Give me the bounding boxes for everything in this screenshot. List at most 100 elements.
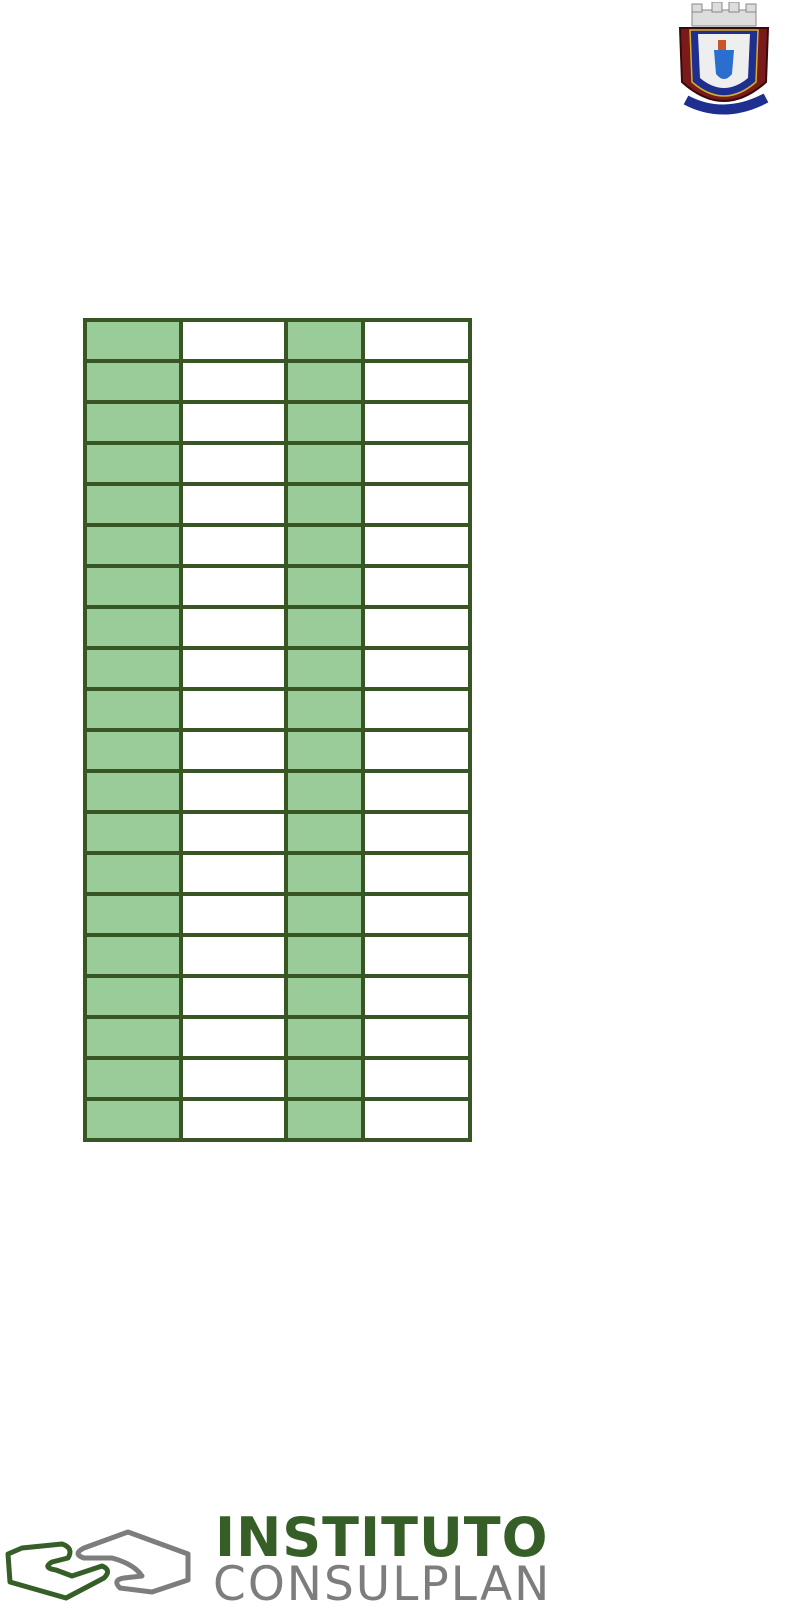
- question-number-cell: [83, 318, 183, 363]
- question-number-cell: [284, 1056, 365, 1101]
- answer-cell: [179, 974, 288, 1019]
- answer-cell: [179, 605, 288, 650]
- table-row: [83, 810, 472, 855]
- answer-cell: [179, 687, 288, 732]
- question-number-cell: [83, 769, 183, 814]
- answer-cell: [179, 359, 288, 404]
- answer-cell: [179, 933, 288, 978]
- question-number-cell: [83, 523, 183, 568]
- table-row: [83, 482, 472, 527]
- question-number-cell: [284, 646, 365, 691]
- question-number-cell: [83, 851, 183, 896]
- table-row: [83, 646, 472, 691]
- answer-cell: [361, 933, 472, 978]
- question-number-cell: [83, 646, 183, 691]
- logo-line-instituto: INSTITUTO: [215, 1506, 549, 1569]
- table-row: [83, 1097, 472, 1142]
- table-row: [83, 605, 472, 650]
- table-row: [83, 728, 472, 773]
- question-number-cell: [83, 1056, 183, 1101]
- table-row: [83, 769, 472, 814]
- question-number-cell: [284, 564, 365, 609]
- question-number-cell: [284, 1015, 365, 1060]
- answer-cell: [179, 318, 288, 363]
- question-number-cell: [83, 564, 183, 609]
- answer-cell: [179, 769, 288, 814]
- table-row: [83, 851, 472, 896]
- handshake-icon: [5, 1529, 191, 1601]
- question-number-cell: [83, 441, 183, 486]
- question-number-cell: [284, 687, 365, 732]
- answer-cell: [361, 400, 472, 445]
- question-number-cell: [284, 851, 365, 896]
- answer-cell: [361, 564, 472, 609]
- answer-cell: [361, 523, 472, 568]
- answer-cell: [361, 810, 472, 855]
- table-row: [83, 1056, 472, 1101]
- table-row: [83, 400, 472, 445]
- answer-cell: [179, 523, 288, 568]
- table-row: [83, 933, 472, 978]
- question-number-cell: [284, 1097, 365, 1142]
- answer-cell: [179, 1015, 288, 1060]
- answer-cell: [361, 769, 472, 814]
- question-number-cell: [83, 728, 183, 773]
- question-number-cell: [284, 933, 365, 978]
- answer-cell: [179, 851, 288, 896]
- answer-cell: [179, 441, 288, 486]
- answer-cell: [361, 1056, 472, 1101]
- answer-cell: [361, 892, 472, 937]
- answer-cell: [179, 646, 288, 691]
- answer-cell: [361, 318, 472, 363]
- table-row: [83, 359, 472, 404]
- answer-cell: [179, 400, 288, 445]
- question-number-cell: [83, 400, 183, 445]
- question-number-cell: [284, 400, 365, 445]
- question-number-cell: [284, 728, 365, 773]
- answer-cell: [361, 728, 472, 773]
- question-number-cell: [284, 359, 365, 404]
- answer-cell: [361, 687, 472, 732]
- table-row: [83, 687, 472, 732]
- question-number-cell: [284, 318, 365, 363]
- question-number-cell: [284, 605, 365, 650]
- question-number-cell: [284, 523, 365, 568]
- answer-cell: [179, 482, 288, 527]
- question-number-cell: [284, 892, 365, 937]
- table-row: [83, 1015, 472, 1060]
- table-row: [83, 318, 472, 363]
- answer-cell: [179, 892, 288, 937]
- question-number-cell: [83, 1097, 183, 1142]
- question-number-cell: [83, 892, 183, 937]
- answer-cell: [179, 564, 288, 609]
- answer-cell: [361, 646, 472, 691]
- answer-cell: [179, 810, 288, 855]
- instituto-consulplan-logo: INSTITUTO CONSULPLAN: [0, 1508, 580, 1613]
- question-number-cell: [83, 605, 183, 650]
- answer-cell: [361, 482, 472, 527]
- question-number-cell: [83, 974, 183, 1019]
- question-number-cell: [284, 810, 365, 855]
- table-row: [83, 523, 472, 568]
- question-number-cell: [284, 974, 365, 1019]
- table-row: [83, 974, 472, 1019]
- answer-cell: [179, 728, 288, 773]
- question-number-cell: [83, 359, 183, 404]
- question-number-cell: [83, 1015, 183, 1060]
- table-row: [83, 892, 472, 937]
- question-number-cell: [284, 482, 365, 527]
- question-number-cell: [284, 441, 365, 486]
- answer-cell: [361, 1015, 472, 1060]
- answer-cell: [361, 359, 472, 404]
- answer-grid-table: [83, 318, 472, 1142]
- question-number-cell: [83, 687, 183, 732]
- question-number-cell: [83, 810, 183, 855]
- answer-cell: [179, 1056, 288, 1101]
- answer-cell: [361, 441, 472, 486]
- answer-cell: [361, 1097, 472, 1142]
- question-number-cell: [83, 482, 183, 527]
- table-row: [83, 564, 472, 609]
- answer-cell: [179, 1097, 288, 1142]
- question-number-cell: [83, 933, 183, 978]
- table-row: [83, 441, 472, 486]
